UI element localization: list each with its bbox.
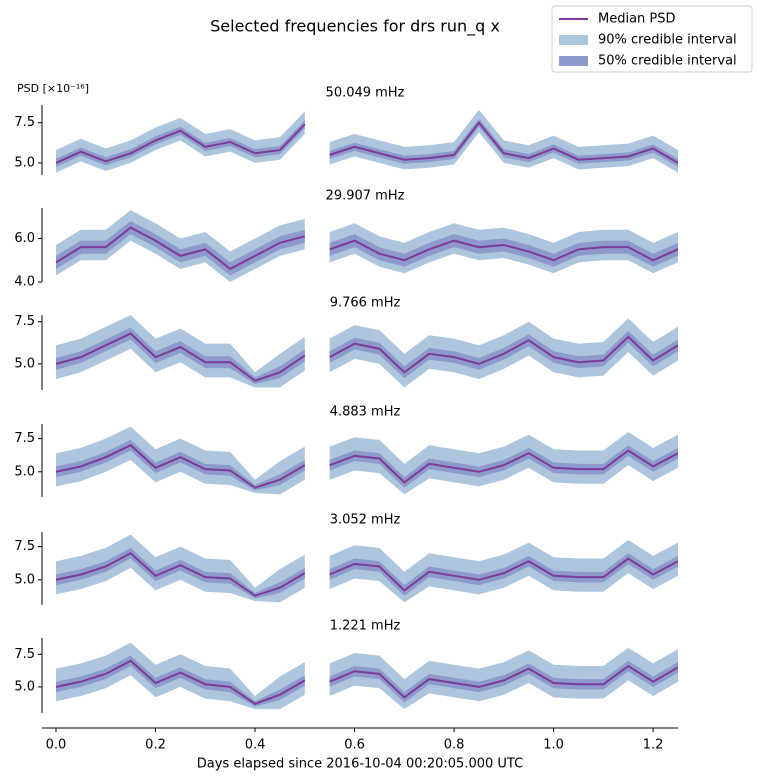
- y-tick-label: 4.0: [14, 275, 35, 290]
- y-tick-label: 7.5: [14, 314, 35, 329]
- legend-box: [551, 5, 753, 73]
- x-tick-label: 0.4: [245, 738, 266, 753]
- chart-title: Selected frequencies for drs run_q x: [210, 17, 500, 37]
- x-axis-label: Days elapsed since 2016-10-04 00:20:05.0…: [197, 757, 523, 772]
- legend-label: Median PSD: [598, 12, 676, 27]
- x-tick-label: 0.2: [145, 738, 166, 753]
- panel-subtitle: 4.883 mHz: [330, 405, 401, 420]
- x-tick-label: 0.6: [344, 738, 365, 753]
- band-50: [56, 439, 678, 491]
- band-50: [56, 118, 678, 167]
- median-line: [55, 659, 678, 705]
- panel-subtitle: 3.052 mHz: [330, 513, 401, 528]
- panel-subtitle: 9.766 mHz: [330, 296, 401, 311]
- legend-swatch: [559, 35, 588, 45]
- y-tick-label: 5.0: [14, 572, 35, 587]
- y-tick-label: 7.5: [14, 539, 35, 554]
- legend-swatch: [559, 56, 588, 66]
- x-tick-label: 1.0: [543, 738, 564, 753]
- panel-subtitle: 50.049 mHz: [326, 86, 405, 101]
- legend-label: 90% credible interval: [598, 33, 737, 48]
- y-tick-label: 5.0: [14, 356, 35, 371]
- y-axis-label: PSD [×10⁻¹⁶]: [17, 82, 89, 95]
- y-tick-label: 7.5: [14, 431, 35, 446]
- median-line: [55, 444, 678, 489]
- y-tick-label: 7.5: [14, 647, 35, 662]
- median-line: [55, 332, 678, 382]
- y-tick-label: 5.0: [14, 679, 35, 694]
- band-50: [56, 327, 678, 385]
- band-50: [56, 655, 678, 707]
- band-50: [56, 547, 678, 599]
- y-tick-label: 5.0: [14, 464, 35, 479]
- median-line: [55, 226, 678, 271]
- y-tick-label: 7.5: [14, 115, 35, 130]
- y-tick-label: 6.0: [14, 231, 35, 246]
- y-tick-label: 5.0: [14, 155, 35, 170]
- x-tick-label: 1.2: [643, 738, 664, 753]
- x-tick-label: 0.0: [46, 738, 67, 753]
- panel-subtitle: 1.221 mHz: [330, 619, 401, 634]
- median-line: [55, 121, 678, 164]
- legend-label: 50% credible interval: [598, 54, 737, 69]
- x-tick-label: 0.8: [444, 738, 465, 753]
- median-line: [55, 552, 678, 597]
- panel-subtitle: 29.907 mHz: [326, 189, 405, 204]
